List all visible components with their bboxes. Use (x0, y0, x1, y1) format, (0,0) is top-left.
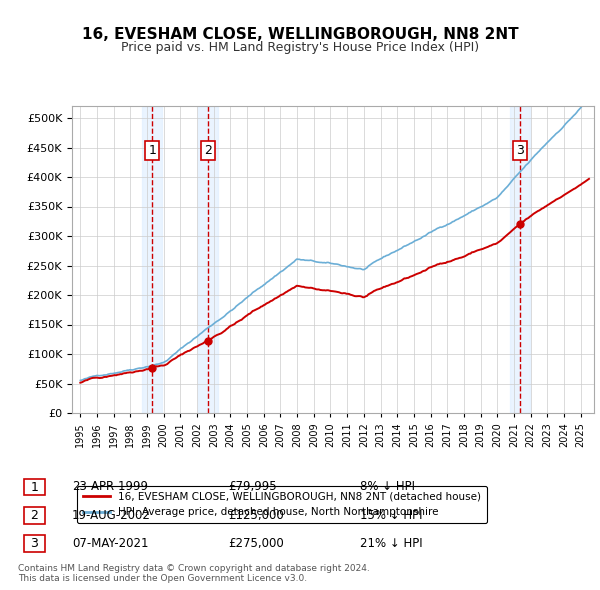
Text: £79,995: £79,995 (228, 480, 277, 493)
Text: 19-AUG-2002: 19-AUG-2002 (72, 509, 151, 522)
Text: £125,000: £125,000 (228, 509, 284, 522)
Text: Price paid vs. HM Land Registry's House Price Index (HPI): Price paid vs. HM Land Registry's House … (121, 41, 479, 54)
Text: 3: 3 (31, 537, 38, 550)
Bar (24, 479, 46, 496)
Text: 15% ↓ HPI: 15% ↓ HPI (360, 509, 422, 522)
Text: 3: 3 (516, 144, 524, 157)
Bar (510, 106, 530, 413)
Text: 2: 2 (31, 509, 38, 522)
Text: 16, EVESHAM CLOSE, WELLINGBOROUGH, NN8 2NT: 16, EVESHAM CLOSE, WELLINGBOROUGH, NN8 2… (82, 27, 518, 41)
Text: 21% ↓ HPI: 21% ↓ HPI (360, 537, 422, 550)
Text: 07-MAY-2021: 07-MAY-2021 (72, 537, 149, 550)
Bar (24, 507, 46, 524)
Text: 2: 2 (203, 144, 212, 157)
Bar (24, 536, 46, 552)
Bar (142, 106, 162, 413)
Text: 1: 1 (148, 144, 156, 157)
Text: 1: 1 (31, 480, 38, 494)
Legend: 16, EVESHAM CLOSE, WELLINGBOROUGH, NN8 2NT (detached house), HPI: Average price,: 16, EVESHAM CLOSE, WELLINGBOROUGH, NN8 2… (77, 486, 487, 523)
Text: 23-APR-1999: 23-APR-1999 (72, 480, 148, 493)
Bar (197, 106, 218, 413)
Text: 8% ↓ HPI: 8% ↓ HPI (360, 480, 415, 493)
Text: Contains HM Land Registry data © Crown copyright and database right 2024.
This d: Contains HM Land Registry data © Crown c… (18, 563, 370, 583)
Text: £275,000: £275,000 (228, 537, 284, 550)
